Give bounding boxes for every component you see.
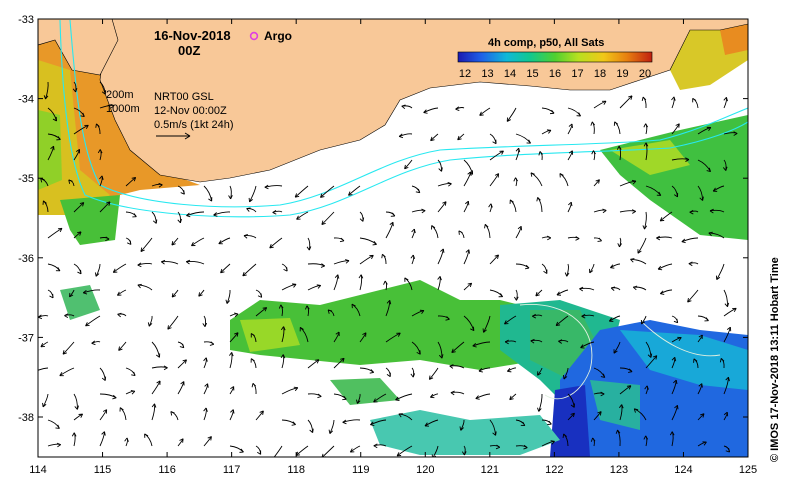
colorbar-tick-label: 13 [481,68,493,80]
arrow-scale-label: 0.5m/s (1kt 24h) [154,119,233,131]
current-source: NRT00 GSL [154,91,214,103]
lon-tick-label: 118 [287,464,305,476]
lat-tick-label: -38 [18,412,34,424]
colorbar-tick-label: 18 [594,68,606,80]
lon-tick-label: 124 [674,464,692,476]
lon-tick-label: 115 [94,464,112,476]
colorbar-tick-label: 14 [504,68,516,80]
lat-tick-label: -33 [18,14,34,26]
colorbar [458,52,652,62]
colorbar-ticks: 12 13 14 15 16 17 18 19 20 [459,68,651,80]
colorbar-title: 4h comp, p50, All Sats [488,37,604,49]
lat-tick-label: -34 [18,94,34,106]
lon-tick-label: 120 [416,464,434,476]
current-date: 12-Nov 00:00Z [154,105,227,117]
map-time: 00Z [178,43,200,58]
lon-tick-label: 117 [223,464,241,476]
lat-tick-label: -37 [18,332,34,344]
lon-tick-label: 121 [481,464,499,476]
lon-tick-label: 119 [352,464,370,476]
colorbar-tick-label: 16 [549,68,561,80]
lon-tick-label: 125 [739,464,757,476]
lat-tick-label: -36 [18,253,34,265]
colorbar-tick-label: 12 [459,68,471,80]
lon-tick-label: 114 [29,464,47,476]
colorbar-tick-label: 19 [616,68,628,80]
lat-tick-label: -35 [18,173,34,185]
map-date: 16-Nov-2018 [154,28,231,43]
colorbar-tick-label: 20 [639,68,651,80]
argo-label: Argo [264,29,292,43]
colorbar-tick-label: 15 [526,68,538,80]
colorbar-tick-label: 17 [571,68,583,80]
lon-tick-label: 116 [158,464,176,476]
credit-text: © IMOS 17-Nov-2018 13:11 Hobart Time [769,257,781,462]
lon-tick-label: 123 [610,464,628,476]
legend-depth-200: 200m [106,89,134,101]
lon-tick-label: 122 [545,464,563,476]
legend-depth-1000: 1000m [106,103,140,115]
